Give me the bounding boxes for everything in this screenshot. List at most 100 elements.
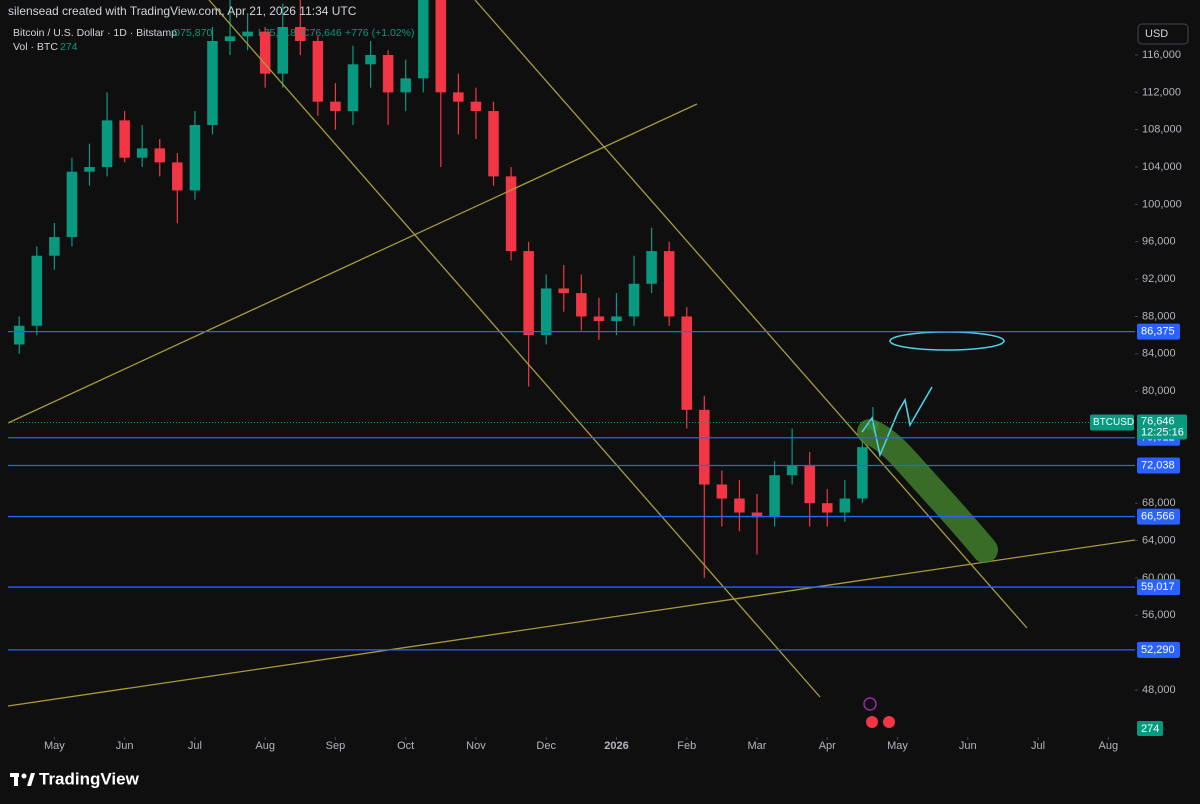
candle-body bbox=[593, 316, 605, 322]
y-tick-label: 84,000 bbox=[1142, 348, 1176, 360]
candle-body bbox=[857, 447, 868, 499]
logo-part bbox=[21, 773, 27, 779]
trendline bbox=[7, 103, 698, 424]
candle-body bbox=[330, 101, 341, 112]
event-icon[interactable] bbox=[866, 716, 878, 728]
level-label: 66,566 bbox=[1141, 510, 1175, 522]
ohlc-change: +776 (+1.02%) bbox=[345, 27, 414, 39]
x-tick-label: Apr bbox=[819, 740, 836, 752]
brand-logo bbox=[10, 773, 35, 786]
candle-body bbox=[453, 92, 464, 102]
x-tick-label: Aug bbox=[255, 740, 275, 752]
brush-projection bbox=[857, 419, 998, 563]
y-tick-label: 116,000 bbox=[1142, 49, 1181, 61]
ohlc-open: O75,870 bbox=[172, 27, 212, 39]
logo-part bbox=[27, 773, 35, 786]
x-tick-label: Dec bbox=[536, 740, 556, 752]
x-tick-label: Jul bbox=[1031, 740, 1045, 752]
candle-body bbox=[136, 148, 148, 158]
projection-curve bbox=[861, 386, 933, 458]
y-tick-label: 100,000 bbox=[1142, 198, 1182, 210]
candle-body bbox=[470, 101, 482, 112]
candle-body bbox=[365, 54, 376, 65]
level-label: 52,290 bbox=[1141, 644, 1175, 656]
level-badge bbox=[1137, 323, 1180, 340]
y-tick-label: 108,000 bbox=[1142, 124, 1182, 136]
level-badge bbox=[1137, 641, 1180, 658]
y-tick-label: 96,000 bbox=[1142, 236, 1176, 248]
candle-body bbox=[312, 40, 324, 102]
candle-body bbox=[242, 31, 253, 37]
candle-body bbox=[523, 251, 534, 336]
y-tick-label: 56,000 bbox=[1142, 609, 1176, 621]
candle-body bbox=[769, 475, 780, 518]
candle-body bbox=[382, 54, 394, 93]
level-label: 72,038 bbox=[1141, 459, 1175, 471]
volume-badge-label: 274 bbox=[1141, 723, 1159, 735]
candle-body bbox=[646, 251, 657, 284]
plot-area bbox=[13, 0, 879, 578]
candle-body bbox=[716, 484, 728, 499]
volume-badge bbox=[1137, 721, 1163, 736]
x-tick-label: Feb bbox=[677, 740, 696, 752]
logo-part bbox=[14, 773, 18, 786]
candle-body bbox=[207, 40, 218, 126]
candle-body bbox=[224, 36, 236, 41]
candle-body bbox=[558, 288, 570, 294]
candle-body bbox=[628, 283, 640, 317]
candle-body bbox=[66, 171, 78, 238]
last-price-label: 76,646 bbox=[1141, 415, 1175, 427]
candle-body bbox=[435, 0, 447, 93]
candle-body bbox=[49, 237, 60, 256]
level-badge bbox=[1137, 457, 1180, 474]
level-label: 86,375 bbox=[1141, 326, 1175, 338]
currency-label: USD bbox=[1145, 28, 1168, 40]
x-tick-label: Jun bbox=[116, 740, 134, 752]
event-icon[interactable] bbox=[863, 697, 877, 711]
symbol-title: Bitcoin / U.S. Dollar · 1D · Bitstamp bbox=[13, 27, 177, 39]
candle-body bbox=[417, 0, 429, 79]
y-tick-label: 80,000 bbox=[1142, 385, 1176, 397]
level-badge bbox=[1137, 579, 1180, 596]
volume-legend: Vol · BTC bbox=[13, 41, 58, 53]
x-tick-label: May bbox=[44, 740, 65, 752]
candle-body bbox=[13, 325, 25, 345]
level-badge bbox=[1137, 508, 1180, 525]
trendline bbox=[208, 0, 821, 698]
drawings bbox=[7, 0, 1135, 728]
x-tick-label: Mar bbox=[748, 740, 767, 752]
symbol-badge bbox=[1090, 414, 1134, 431]
x-tick-label: May bbox=[887, 740, 908, 752]
candle-body bbox=[611, 316, 622, 322]
level-label: 59,017 bbox=[1141, 581, 1175, 593]
x-tick-label: Sep bbox=[326, 740, 346, 752]
candle-body bbox=[84, 167, 95, 172]
candle-body bbox=[31, 255, 43, 326]
brand-name: TradingView bbox=[39, 769, 140, 788]
candle-body bbox=[751, 512, 763, 518]
event-icon[interactable] bbox=[883, 716, 895, 728]
candle-body bbox=[699, 409, 710, 485]
y-tick-label: 112,000 bbox=[1142, 86, 1181, 98]
candle-body bbox=[400, 78, 411, 93]
candle-body bbox=[277, 26, 288, 74]
candle-body bbox=[804, 465, 815, 504]
candle-body bbox=[347, 64, 359, 112]
currency-button[interactable] bbox=[1137, 23, 1189, 45]
candle-body bbox=[505, 176, 517, 252]
candle-body bbox=[821, 503, 833, 513]
x-tick-label: Nov bbox=[466, 740, 486, 752]
symbol-label: BTCUSD bbox=[1093, 417, 1134, 428]
ohlc-close: C76,646 bbox=[302, 27, 342, 39]
candle-body bbox=[488, 111, 499, 177]
y-tick-label: 104,000 bbox=[1142, 161, 1182, 173]
candle-body bbox=[154, 148, 166, 163]
candle-body bbox=[786, 465, 798, 476]
volume-value: 274 bbox=[60, 41, 78, 53]
candle-body bbox=[119, 120, 130, 158]
x-tick-label: Jul bbox=[188, 740, 202, 752]
trendline bbox=[474, 0, 1028, 629]
trendline bbox=[7, 539, 1135, 707]
